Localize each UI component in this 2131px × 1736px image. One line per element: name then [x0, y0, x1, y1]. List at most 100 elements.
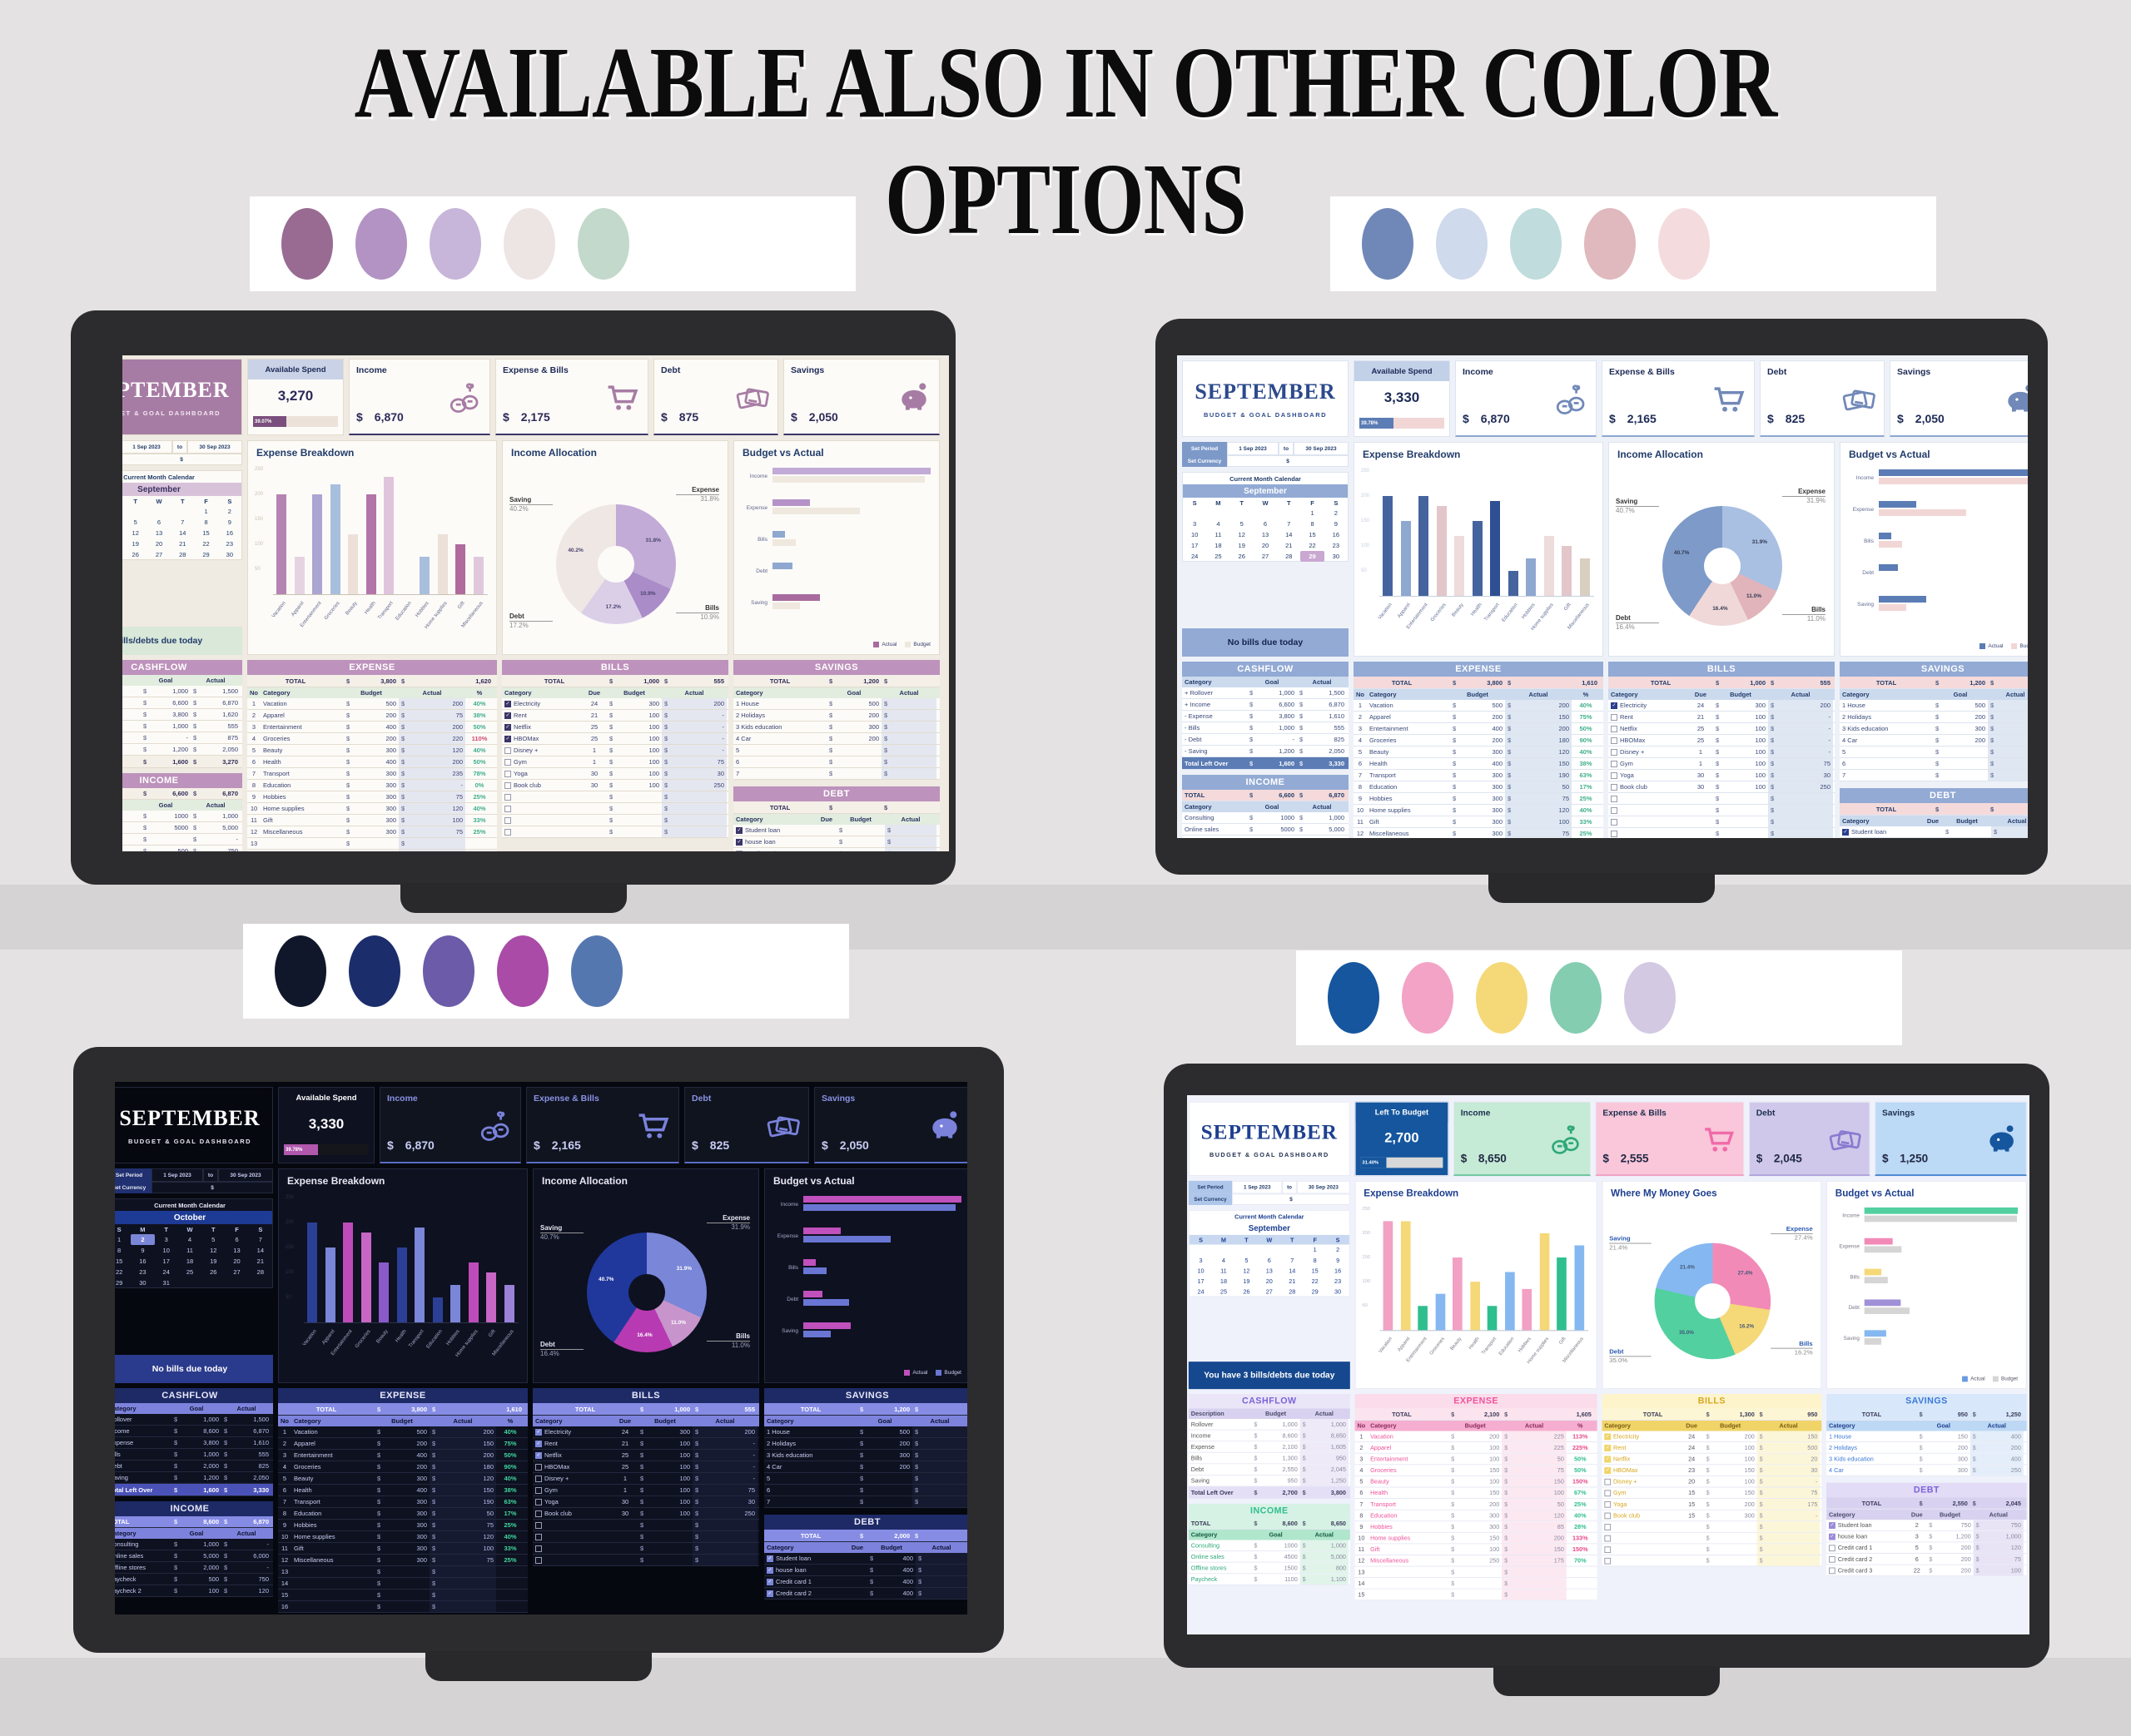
checkbox[interactable] [1611, 760, 1617, 767]
checkbox[interactable] [535, 1521, 542, 1529]
checkbox[interactable] [1611, 783, 1617, 791]
checkbox[interactable]: ✓ [1604, 1456, 1612, 1462]
checkbox[interactable] [1604, 1523, 1612, 1530]
money-cell: $ [1502, 1578, 1567, 1589]
checkbox[interactable] [535, 1545, 542, 1552]
checkbox[interactable] [1829, 1567, 1835, 1574]
calendar-date-4: 4 [1216, 520, 1220, 528]
coins-icon [1552, 381, 1589, 418]
checkbox[interactable] [504, 828, 511, 836]
checkbox[interactable]: ✓ [767, 1555, 773, 1562]
checkbox[interactable] [1611, 725, 1617, 732]
checkbox[interactable] [1604, 1557, 1612, 1565]
table-header-expense: EXPENSE [247, 660, 497, 675]
checkbox[interactable] [504, 816, 511, 824]
checkbox[interactable] [1604, 1489, 1612, 1496]
money-cell: $100 [609, 770, 659, 777]
checkbox[interactable]: ✓ [767, 1578, 773, 1585]
checkbox[interactable]: ✓ [535, 1428, 542, 1436]
bar-groceries [361, 1233, 371, 1322]
expense-category: Miscellaneous [294, 1556, 334, 1564]
expense-breakdown-panel: Expense Breakdown 50 100 150 200 250 Vacation A… [278, 1168, 528, 1383]
checkbox[interactable]: ✓ [504, 700, 511, 707]
calendar-date-19: 19 [132, 540, 139, 548]
laptop-hinge [1493, 1666, 1720, 1696]
row-number: 8 [282, 1510, 287, 1517]
calendar-empty-cell [1235, 1245, 1258, 1256]
money-cell: $ [916, 1565, 967, 1575]
checkbox[interactable] [1604, 1478, 1612, 1486]
checkbox[interactable] [1604, 1535, 1612, 1541]
calendar-date-8: 8 [1313, 1257, 1317, 1264]
checkbox[interactable] [1611, 818, 1617, 826]
stat-card-value: $2,165 [1609, 412, 1657, 425]
checkbox[interactable] [535, 1510, 542, 1517]
money-cell: $120 [430, 1531, 496, 1542]
checkbox[interactable] [1611, 795, 1617, 802]
checkbox[interactable] [1604, 1545, 1612, 1553]
hbar-budget-expense [1864, 1246, 1902, 1253]
checkbox[interactable]: ✓ [504, 712, 511, 719]
checkbox[interactable] [736, 850, 743, 851]
checkbox[interactable]: ✓ [1829, 1533, 1835, 1540]
checkbox[interactable] [1611, 830, 1617, 837]
money-cell: $100 [174, 1587, 219, 1595]
money-cell: $3,800 [143, 711, 188, 718]
checkbox[interactable] [1604, 1512, 1612, 1519]
checkbox[interactable]: ✓ [736, 838, 743, 846]
checkbox[interactable] [535, 1556, 542, 1564]
checkbox[interactable] [504, 805, 511, 812]
checkbox[interactable] [1829, 1555, 1835, 1563]
checkbox[interactable] [1611, 806, 1617, 814]
checkbox[interactable] [535, 1475, 542, 1482]
bills-row-netflix: Netflix 25 $100 $ - [1608, 723, 1835, 735]
checkbox[interactable]: ✓ [535, 1440, 542, 1447]
checkbox[interactable] [1604, 1500, 1612, 1508]
checkbox[interactable] [535, 1498, 542, 1505]
checkbox[interactable] [1611, 771, 1617, 779]
checkbox[interactable] [535, 1533, 542, 1540]
checkbox[interactable] [1829, 1544, 1835, 1551]
calendar-date-25: 25 [1215, 553, 1222, 560]
checkbox[interactable] [504, 793, 511, 801]
checkbox[interactable]: ✓ [736, 826, 743, 834]
checkbox[interactable] [1611, 713, 1617, 721]
checkbox[interactable]: ✓ [1829, 1521, 1835, 1529]
expense-row-vacation: 1 Vacation $200 $225 113% [1354, 1431, 1597, 1443]
checkbox[interactable] [1611, 737, 1617, 744]
money-cell: $200 [662, 698, 727, 709]
checkbox[interactable]: ✓ [504, 735, 511, 742]
bills-empty-row: $ $ [1608, 816, 1835, 828]
cashflow-row-saving: Saving $950 $1,250 [1188, 1475, 1350, 1487]
calendar: Current Month CalendarSeptemberSMTWTFS12… [122, 470, 242, 560]
checkbox[interactable] [504, 746, 511, 754]
checkbox[interactable] [535, 1463, 542, 1471]
calendar-date-13: 13 [1261, 531, 1269, 538]
checkbox[interactable] [504, 770, 511, 777]
bills-due-banner: You have 3 bills/debts due today [1188, 1362, 1350, 1390]
checkbox[interactable]: ✓ [535, 1451, 542, 1459]
checkbox[interactable] [535, 1486, 542, 1494]
checkbox[interactable]: ✓ [1611, 702, 1617, 709]
checkbox[interactable]: ✓ [767, 1566, 773, 1574]
checkbox[interactable]: ✓ [1604, 1433, 1612, 1440]
expense-category: Health [294, 1486, 312, 1494]
checkbox[interactable]: ✓ [1842, 828, 1849, 836]
percent-cell: 50% [1579, 725, 1592, 732]
money-cell: $ [860, 1475, 864, 1482]
checkbox[interactable] [1611, 748, 1617, 756]
checkbox[interactable] [504, 781, 511, 789]
checkbox[interactable]: ✓ [767, 1590, 773, 1597]
checkbox[interactable] [504, 758, 511, 766]
percent-cell: 25% [504, 1556, 517, 1564]
expense-category: Health [1370, 1489, 1388, 1497]
checkbox[interactable]: ✓ [1604, 1444, 1612, 1451]
checkbox[interactable]: ✓ [1604, 1466, 1612, 1474]
checkbox[interactable]: ✓ [504, 723, 511, 731]
debt-row-house-loan: ✓ house loan $400 $ [764, 1565, 967, 1576]
column-header-row: No Category Budget Actual% [278, 1416, 528, 1426]
piggy-icon [896, 379, 932, 416]
